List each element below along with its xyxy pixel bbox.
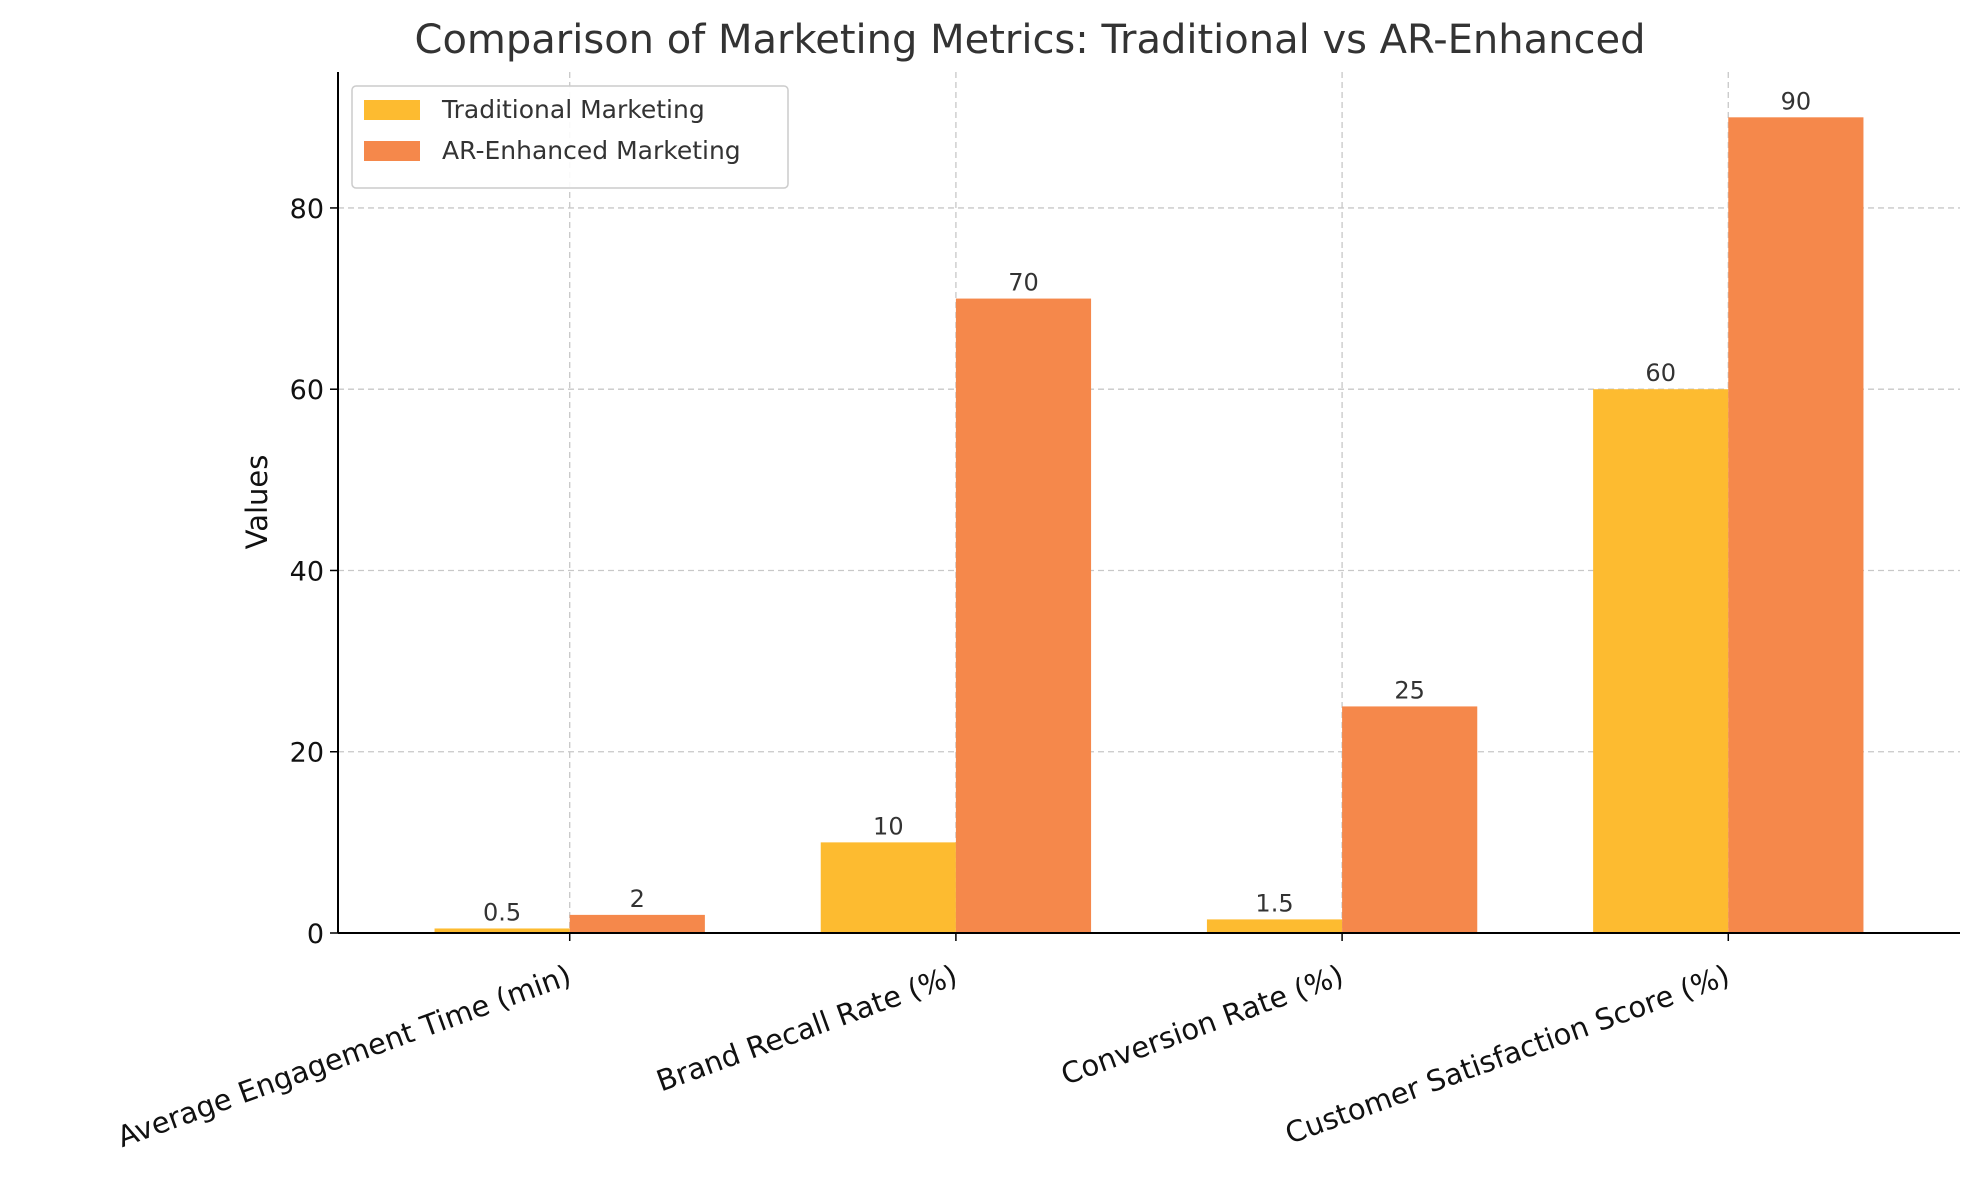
data-label-series-1-cat-1: 70 [1008, 269, 1039, 297]
bars-layer: 0.5 10 1.5 60 2 70 25 90 [434, 87, 1864, 933]
data-label-series-1-cat-0: 2 [630, 885, 645, 913]
bar-series-0-cat-2 [1206, 919, 1343, 933]
bar-series-1-cat-3 [1728, 117, 1864, 933]
y-tick-label-60: 60 [290, 375, 324, 406]
y-tick-label-0: 0 [307, 919, 324, 950]
legend-swatch-0 [364, 100, 420, 120]
y-tick-label-40: 40 [290, 556, 324, 587]
bar-series-1-cat-1 [955, 298, 1092, 933]
y-tick-label-80: 80 [290, 194, 324, 225]
legend-swatch-1 [364, 141, 420, 161]
legend-label-1: AR-Enhanced Marketing [442, 136, 741, 165]
chart-title: Comparison of Marketing Metrics: Traditi… [415, 17, 1646, 63]
bar-series-1-cat-0 [569, 914, 705, 933]
data-label-series-1-cat-2: 25 [1394, 676, 1425, 704]
bar-series-0-cat-3 [1593, 389, 1729, 933]
x-category-label-3: Customer Satisfaction Score (%) [1281, 958, 1734, 1151]
x-category-label-0: Average Engagement Time (min) [113, 958, 576, 1154]
y-axis-label: Values [240, 455, 274, 550]
legend-label-0: Traditional Marketing [441, 95, 705, 124]
data-label-series-0-cat-2: 1.5 [1255, 889, 1293, 917]
bar-series-0-cat-1 [820, 842, 956, 933]
data-label-series-0-cat-0: 0.5 [483, 898, 521, 926]
data-label-series-0-cat-3: 60 [1645, 359, 1676, 387]
data-label-series-0-cat-1: 10 [873, 812, 904, 840]
legend: Traditional Marketing AR-Enhanced Marketi… [351, 85, 789, 189]
legend-box [351, 85, 789, 189]
data-label-series-1-cat-3: 90 [1781, 87, 1812, 115]
x-category-label-2: Conversion Rate (%) [1056, 958, 1347, 1092]
x-category-label-1: Brand Recall Rate (%) [652, 958, 962, 1098]
bar-series-1-cat-2 [1342, 706, 1478, 933]
y-tick-label-20: 20 [290, 738, 324, 769]
bar-series-0-cat-0 [434, 928, 570, 933]
